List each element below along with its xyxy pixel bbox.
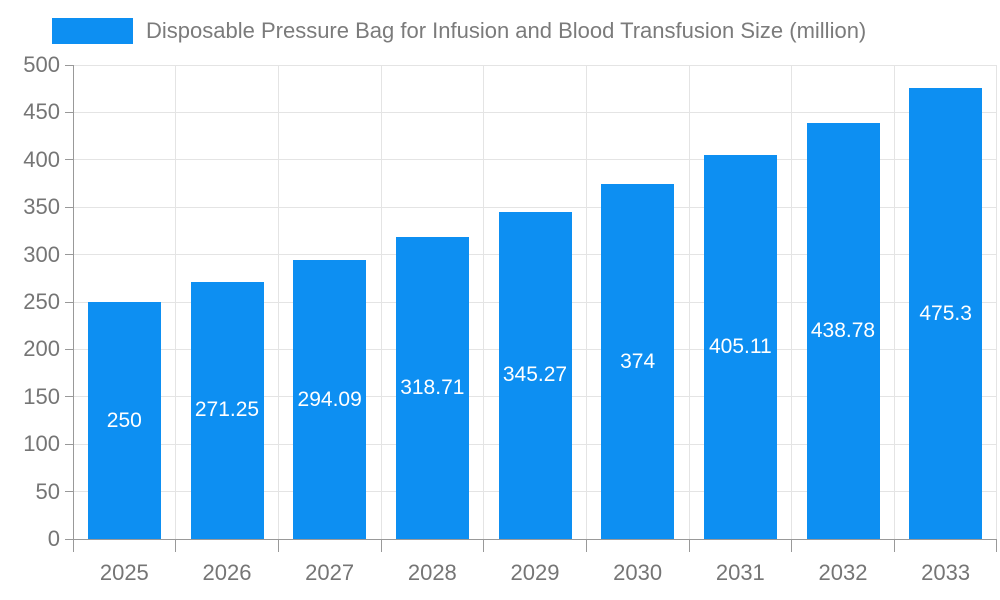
y-axis-tick [65, 111, 73, 113]
bar-value-label: 374 [620, 349, 656, 373]
x-axis-tick [277, 539, 279, 552]
x-axis-tick [791, 539, 793, 552]
bar[interactable]: 318.71 [395, 236, 469, 539]
x-axis-tick [175, 539, 177, 552]
y-axis-tick-label: 400 [23, 146, 60, 172]
vertical-gridline [175, 65, 177, 539]
bar-value-label: 271.25 [194, 398, 260, 422]
bar[interactable]: 374 [601, 184, 675, 539]
x-axis-tick [893, 539, 895, 552]
bar[interactable]: 271.25 [190, 281, 264, 539]
vertical-gridline [483, 65, 485, 539]
y-axis-tick-label: 50 [35, 478, 60, 504]
vertical-gridline [791, 65, 793, 539]
y-axis-tick-label: 500 [23, 52, 60, 77]
y-axis-line [73, 65, 74, 539]
y-axis-tick-label: 150 [23, 383, 60, 409]
x-axis-tick-label: 2027 [305, 560, 355, 585]
y-axis-tick [65, 396, 73, 398]
y-axis-tick-label: 200 [23, 336, 60, 362]
y-axis-tick-label: 100 [23, 431, 60, 457]
legend-swatch-icon[interactable] [52, 18, 133, 44]
horizontal-gridline [73, 64, 997, 66]
y-axis-tick-label: 450 [23, 99, 60, 125]
y-axis-tick-label: 250 [23, 289, 60, 314]
horizontal-gridline [73, 111, 997, 113]
vertical-gridline [277, 65, 279, 539]
x-axis-tick-label: 2032 [818, 560, 868, 585]
x-axis-tick [585, 539, 587, 552]
bar-value-label: 438.78 [810, 319, 876, 342]
y-axis-tick [65, 159, 73, 161]
y-axis-tick [65, 64, 73, 66]
y-axis-tick [65, 443, 73, 445]
x-axis-tick [483, 539, 485, 552]
x-axis-tick-label: 2030 [613, 560, 663, 585]
bar-value-label: 405.11 [708, 334, 772, 358]
vertical-gridline [688, 65, 690, 539]
bar[interactable]: 405.11 [703, 154, 777, 539]
legend-label: Disposable Pressure Bag for Infusion and… [146, 18, 867, 43]
bar[interactable]: 475.3 [909, 88, 983, 539]
y-axis-tick-label: 350 [23, 194, 60, 220]
bar[interactable]: 250 [87, 302, 161, 539]
y-axis-tick [65, 348, 73, 350]
legend[interactable]: Disposable Pressure Bag for Infusion and… [52, 16, 866, 46]
y-axis-tick [65, 206, 73, 208]
plot-area: 0 50 100 150 200 250 300 350 400 450 500 250 2025 271… [23, 52, 997, 585]
x-axis-tick-label: 2026 [202, 560, 252, 585]
bar[interactable]: 438.78 [806, 123, 880, 539]
x-axis-tick-label: 2025 [99, 560, 149, 585]
vertical-gridline [585, 65, 587, 539]
x-axis-tick-label: 2029 [510, 560, 560, 585]
vertical-gridline [380, 65, 382, 539]
horizontal-gridline [73, 159, 997, 161]
x-axis-line [73, 538, 997, 540]
vertical-gridline [996, 65, 997, 539]
x-axis-tick-label: 2031 [715, 560, 765, 585]
vertical-gridline [893, 65, 895, 539]
bar-value-label: 345.27 [502, 363, 568, 387]
bar-value-label: 475.3 [919, 301, 972, 325]
y-axis-tick-label: 0 [47, 526, 60, 551]
y-axis-tick [65, 491, 73, 493]
x-axis-tick [380, 539, 382, 552]
y-axis-tick [65, 254, 73, 256]
bar-value-label: 294.09 [297, 387, 362, 411]
bar-value-label: 250 [106, 408, 142, 432]
horizontal-gridline [73, 206, 997, 208]
bar[interactable]: 294.09 [293, 260, 367, 539]
y-axis-tick-label: 300 [23, 241, 60, 267]
bar-value-label: 318.71 [400, 375, 465, 399]
x-axis-tick-label: 2033 [921, 560, 971, 585]
y-axis-tick [65, 301, 73, 303]
x-axis-tick-label: 2028 [407, 560, 457, 585]
bar[interactable]: 345.27 [498, 211, 572, 539]
y-axis-tick [65, 538, 73, 540]
x-axis-tick [996, 539, 997, 552]
x-axis-tick [688, 539, 690, 552]
x-axis-tick [72, 539, 74, 552]
